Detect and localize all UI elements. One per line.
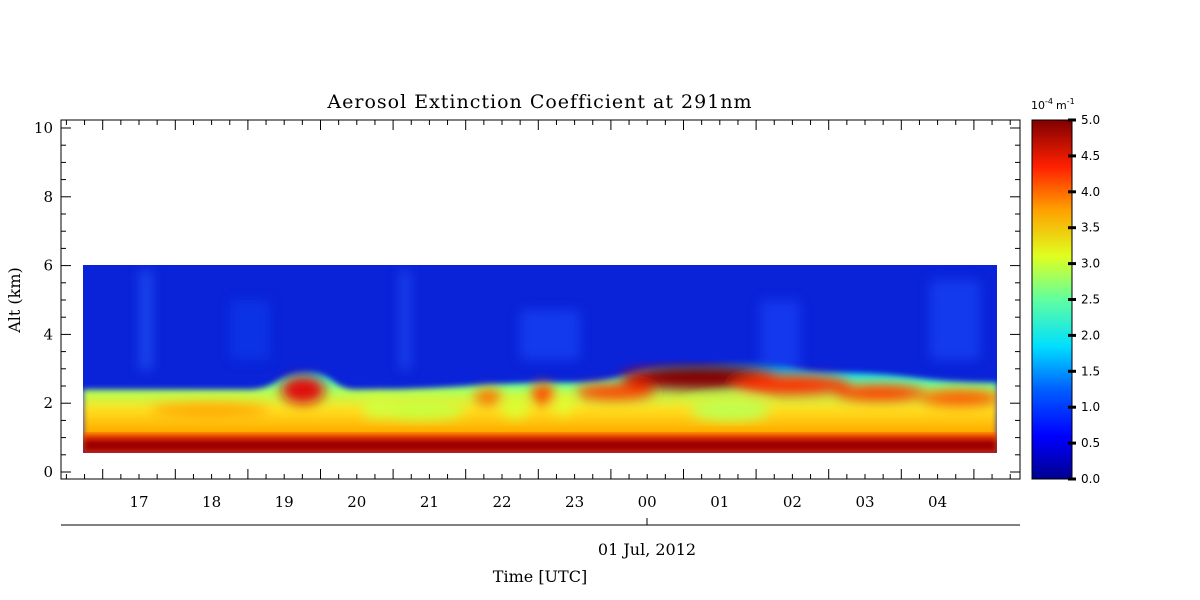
- x-tick-label: 18: [202, 493, 221, 511]
- x-tick-label: 04: [928, 493, 947, 511]
- y-tick-label: 0: [43, 463, 53, 481]
- colorbar: 10-4 m-1 0.0 0.5 1.0 1.5 2.0 2.5 3.0 3.5 4.0 4.5 5.…: [1031, 97, 1100, 486]
- colorbar-tick-label: 0.5: [1081, 436, 1100, 450]
- x-tick-label: 17: [129, 493, 148, 511]
- y-tick-label: 4: [43, 325, 53, 343]
- y-tick-label: 10: [34, 119, 53, 137]
- colorbar-tick-label: 1.5: [1081, 364, 1100, 378]
- x-tick-label: 23: [565, 493, 584, 511]
- y-tick-label: 8: [43, 188, 53, 206]
- x-tick-label: 20: [347, 493, 366, 511]
- colorbar-tick-label: 3.5: [1081, 221, 1100, 235]
- heatmap: [83, 265, 997, 453]
- colorbar-tick-label: 0.0: [1081, 472, 1100, 486]
- x-tick-label: 02: [783, 493, 802, 511]
- colorbar-tick-label: 3.0: [1081, 257, 1100, 271]
- chart-title: Aerosol Extinction Coefficient at 291nm: [326, 91, 752, 113]
- x-tick-label: 00: [638, 493, 657, 511]
- colorbar-tick-label: 5.0: [1081, 113, 1100, 127]
- colorbar-tick-label: 1.0: [1081, 400, 1100, 414]
- colorbar-unit: 10-4 m-1: [1031, 97, 1075, 112]
- upper-streaks: [140, 270, 980, 370]
- x-tick-label: 21: [420, 493, 439, 511]
- colorbar-gradient: [1031, 119, 1073, 480]
- date-label: 01 Jul, 2012: [598, 540, 696, 559]
- colorbar-tick-label: 2.0: [1081, 328, 1100, 342]
- y-tick-label: 6: [43, 257, 53, 275]
- x-tick-label: 03: [855, 493, 874, 511]
- x-tick-label: 22: [492, 493, 511, 511]
- colorbar-tick-label: 4.0: [1081, 185, 1100, 199]
- x-axis: 17 18 19 20 21 22 23 00 01 02 03 04: [65, 120, 1011, 511]
- x-axis-label: Time [UTC]: [493, 567, 587, 586]
- x-tick-label: 19: [275, 493, 294, 511]
- y-axis: 0 2 4 6 8 10: [34, 119, 1020, 481]
- colorbar-tick-label: 2.5: [1081, 293, 1100, 307]
- x-tick-label: 01: [710, 493, 729, 511]
- surface-band: [83, 434, 997, 453]
- y-axis-label: Alt (km): [5, 267, 24, 334]
- colorbar-tick-label: 4.5: [1081, 149, 1100, 163]
- y-tick-label: 2: [43, 394, 53, 412]
- high-extinction-patches: [150, 366, 997, 421]
